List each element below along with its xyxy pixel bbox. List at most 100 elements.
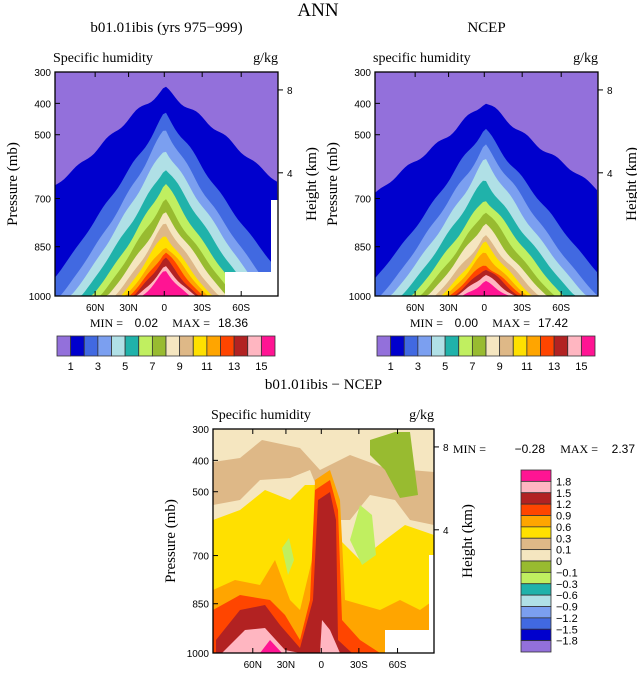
colorbar-box [97, 335, 112, 357]
colorbar-box [124, 335, 140, 357]
y-tick-label: 700 [34, 195, 51, 206]
missing-data-area [225, 272, 278, 296]
colorbar-box [444, 335, 460, 357]
x-tick-label: 30N [277, 660, 295, 671]
y-axis-right-label: Height (km) [304, 147, 320, 221]
missing-data-area [429, 555, 434, 653]
colorbar-label: 1 [388, 361, 394, 373]
colorbar-box [520, 617, 552, 630]
colorbar-box [179, 335, 194, 357]
contour-level-7 [370, 432, 418, 498]
chart-title: b01.01ibis − NCEP [265, 377, 382, 393]
colorbar-box [151, 335, 167, 357]
y-tick-label: 400 [192, 456, 209, 467]
colorbar-label: 13 [228, 361, 240, 373]
y-right-tick-label: 4 [287, 169, 293, 180]
missing-data-area [385, 630, 434, 653]
colorbar-box [520, 492, 552, 505]
y-tick-label: 700 [354, 195, 371, 206]
min-value: 0.00 [455, 316, 479, 330]
colorbar-label: 11 [521, 361, 532, 373]
y-right-tick-label: 4 [443, 526, 449, 537]
colorbar-box [526, 335, 541, 357]
colorbar-box [206, 335, 221, 357]
colorbar-box [431, 335, 446, 357]
max-value: 18.36 [218, 316, 248, 330]
min-label: MIN = [90, 316, 123, 330]
y-tick-label: 500 [192, 488, 209, 499]
colorbar-box [403, 335, 419, 357]
x-tick-label: 30N [439, 303, 457, 314]
x-tick-label: 30S [350, 660, 368, 671]
max-label: MAX = [560, 442, 598, 456]
colorbar-label: 0.9 [556, 511, 571, 523]
colorbar-box [220, 335, 235, 357]
colorbar-box [520, 606, 552, 619]
x-tick-label: 0 [319, 660, 325, 671]
y-right-tick-label: 8 [287, 86, 293, 97]
y-axis-label: Pressure (mb) [325, 142, 341, 226]
y-tick-label: 300 [192, 425, 209, 436]
colorbar-box [83, 335, 99, 357]
chart-title: b01.01ibis (yrs 975−999) [90, 20, 242, 36]
colorbar-label: −1.8 [556, 636, 578, 648]
max-label: MAX = [172, 316, 210, 330]
colorbar-label: 0.6 [556, 522, 571, 534]
colorbar-box [520, 640, 552, 653]
colorbar-box [499, 335, 514, 357]
colorbar-label: −0.1 [556, 567, 578, 579]
min-value: −0.28 [515, 442, 546, 456]
contour-level-14 [320, 620, 340, 653]
colorbar-box [567, 335, 582, 357]
y-tick-label: 700 [192, 552, 209, 563]
colorbar-box [520, 560, 552, 573]
y-axis-right-label: Height (km) [460, 504, 476, 578]
contour-level-6 [350, 505, 376, 565]
colorbar-label: 0 [556, 556, 562, 568]
min-label: MIN = [410, 316, 443, 330]
contour-fill-group [375, 72, 598, 296]
min-label: MIN = [453, 442, 486, 456]
colorbar-label: 1.5 [556, 488, 571, 500]
colorbar-label: 11 [201, 361, 212, 373]
colorbar-box [376, 335, 392, 357]
colorbar-box [192, 335, 208, 357]
colorbar-label: 1.8 [556, 476, 571, 488]
y-axis-label: Pressure (mb) [163, 499, 179, 583]
max-value: 17.42 [538, 316, 568, 330]
y-tick-label: 500 [34, 131, 51, 142]
max-value: 2.37 [612, 442, 636, 456]
contour-level-15 [260, 640, 282, 653]
colorbar-box [580, 335, 596, 357]
y-tick-label: 1000 [29, 292, 52, 303]
x-tick-label: 60S [389, 660, 407, 671]
y-tick-label: 850 [354, 243, 371, 254]
right-string: g/kg [409, 408, 434, 423]
contour-level-15 [55, 271, 278, 296]
chart-title: NCEP [467, 20, 505, 36]
y-right-tick-label: 4 [607, 169, 613, 180]
plot-frame [212, 428, 435, 654]
x-tick-label: 60N [406, 303, 424, 314]
colorbar-box [512, 335, 528, 357]
colorbar-label: 7 [469, 361, 475, 373]
colorbar-label: 9 [497, 361, 503, 373]
colorbar-box [520, 628, 552, 642]
colorbar-box [233, 335, 249, 357]
colorbar-label: 9 [177, 361, 183, 373]
y-tick-label: 1000 [349, 292, 372, 303]
colorbar-label: 3 [415, 361, 421, 373]
x-tick-label: 30S [513, 303, 531, 314]
y-tick-label: 1000 [187, 649, 210, 660]
colorbar-box [520, 594, 552, 607]
colorbar-label: 3 [95, 361, 101, 373]
y-tick-label: 500 [354, 131, 371, 142]
contour-level-13 [216, 492, 352, 653]
plot-frame [54, 71, 279, 297]
colorbar-box [247, 335, 262, 357]
min-value: 0.02 [135, 316, 159, 330]
x-tick-label: 60N [244, 660, 262, 671]
colorbar-box [540, 335, 555, 357]
colorbar-label: −0.9 [556, 602, 578, 614]
colorbar-label: 1.2 [556, 499, 571, 511]
